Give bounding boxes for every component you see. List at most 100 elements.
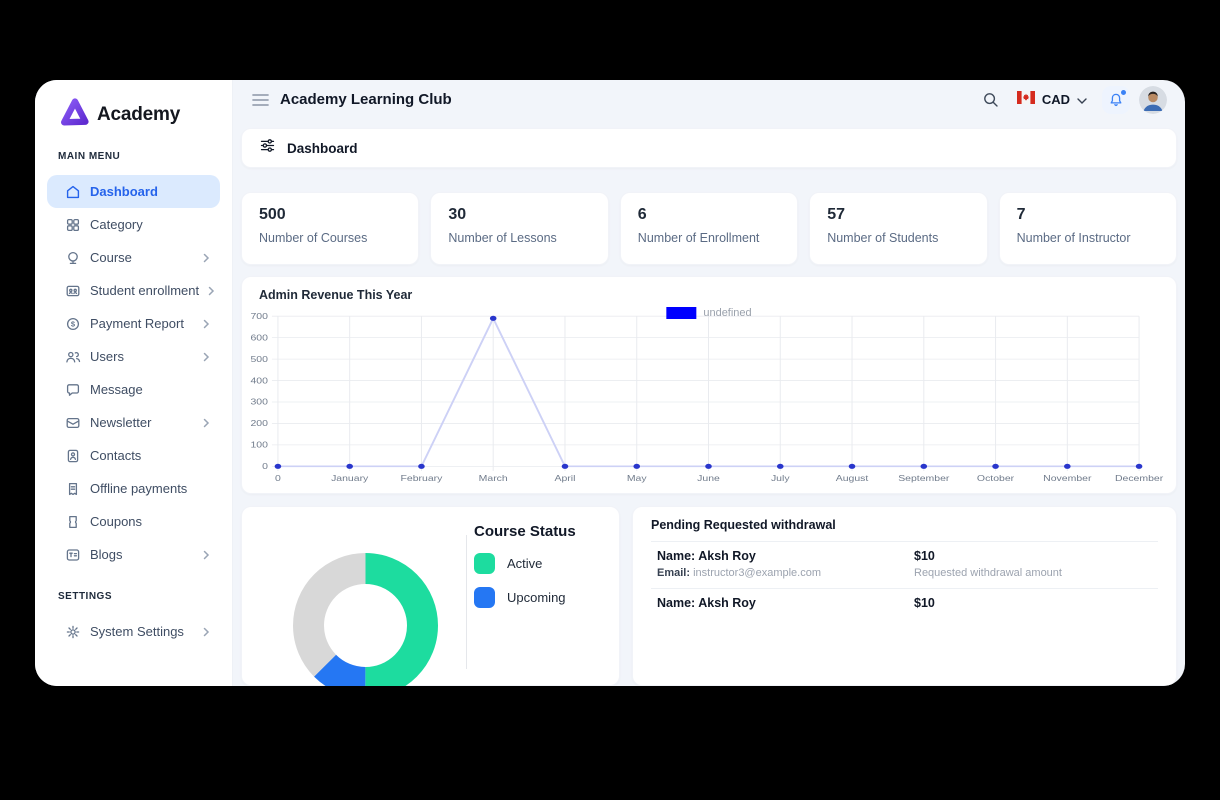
legend-label: undefined bbox=[703, 306, 752, 319]
chat-icon bbox=[65, 382, 81, 398]
svg-text:November: November bbox=[1043, 473, 1091, 483]
search-icon[interactable] bbox=[982, 91, 1000, 109]
svg-text:0: 0 bbox=[275, 473, 281, 483]
notification-badge bbox=[1121, 89, 1126, 95]
sidebar-item-label: Dashboard bbox=[90, 184, 158, 199]
sidebar-item-users[interactable]: Users bbox=[47, 340, 220, 373]
withdrawal-email: Email: instructor3@example.com bbox=[657, 567, 822, 579]
stat-card-students: 57 Number of Students bbox=[809, 191, 988, 265]
stat-label: Number of Students bbox=[827, 230, 939, 245]
course-status-title: Course Status bbox=[474, 523, 576, 540]
sidebar-item-label: Users bbox=[90, 349, 124, 364]
avatar[interactable] bbox=[1139, 85, 1167, 114]
revenue-chart-card: 0 100 200 300 400 500 600 700 0 January February Ma… bbox=[241, 275, 1177, 494]
grid-icon bbox=[65, 217, 81, 233]
svg-text:400: 400 bbox=[250, 375, 267, 385]
course-status-card: Course Status Active Upcoming bbox=[241, 506, 620, 686]
revenue-chart: 0 100 200 300 400 500 600 700 0 January February Ma… bbox=[250, 311, 1163, 483]
receipt-icon bbox=[65, 481, 81, 497]
course-icon bbox=[65, 250, 81, 266]
sidebar-item-blogs[interactable]: Blogs bbox=[47, 538, 220, 571]
stat-label: Number of Enrollment bbox=[637, 230, 760, 245]
svg-text:May: May bbox=[627, 473, 647, 483]
svg-text:September: September bbox=[898, 473, 949, 483]
ticket-icon bbox=[65, 514, 81, 530]
svg-text:700: 700 bbox=[250, 311, 267, 321]
chevron-right-icon bbox=[203, 253, 210, 263]
topbar: Academy Learning Club CAD bbox=[241, 80, 1177, 119]
chevron-right-icon bbox=[203, 627, 210, 637]
svg-text:March: March bbox=[479, 473, 508, 483]
withdrawal-name: Name: Aksh Roy bbox=[657, 596, 756, 610]
stats-row: 500 Number of Courses 30 Number of Lesso… bbox=[241, 191, 1177, 265]
sidebar-item-label: Newsletter bbox=[90, 415, 152, 430]
svg-text:July: July bbox=[771, 473, 790, 483]
chevron-right-icon bbox=[208, 286, 215, 296]
stat-card-enrollment: 6 Number of Enrollment bbox=[619, 191, 799, 265]
sidebar-item-label: Message bbox=[90, 382, 143, 397]
svg-text:600: 600 bbox=[250, 332, 267, 342]
mail-icon bbox=[65, 415, 81, 431]
svg-text:200: 200 bbox=[250, 418, 267, 428]
sidebar: Academy MAIN MENU Dashboard Category Cou… bbox=[35, 80, 233, 686]
notifications-button[interactable] bbox=[1102, 85, 1130, 114]
breadcrumb: Dashboard bbox=[241, 128, 1177, 168]
app-window: Academy MAIN MENU Dashboard Category Cou… bbox=[35, 80, 1185, 686]
contact-card-icon bbox=[65, 448, 81, 464]
bottom-row: Course Status Active Upcoming Pending Re… bbox=[241, 506, 1177, 686]
brand-name: Academy bbox=[97, 104, 181, 125]
hamburger-menu-icon[interactable] bbox=[252, 93, 269, 107]
dollar-circle-icon: $ bbox=[65, 316, 81, 332]
sidebar-item-label: Category bbox=[90, 217, 143, 232]
svg-text:April: April bbox=[555, 473, 576, 483]
sidebar-item-system-settings[interactable]: System Settings bbox=[47, 615, 220, 648]
filter-sliders-icon bbox=[259, 137, 276, 159]
canada-flag-icon bbox=[1016, 90, 1035, 109]
svg-text:October: October bbox=[977, 473, 1014, 483]
page-title: Academy Learning Club bbox=[280, 91, 452, 109]
withdrawal-note: Requested withdrawal amount bbox=[914, 567, 1062, 579]
withdrawal-name: Name: Aksh Roy bbox=[657, 549, 756, 563]
chevron-down-icon bbox=[1077, 91, 1087, 109]
users-icon bbox=[65, 349, 81, 365]
breadcrumb-label: Dashboard bbox=[287, 140, 358, 156]
bell-icon bbox=[1110, 93, 1122, 106]
sidebar-item-coupons[interactable]: Coupons bbox=[47, 505, 220, 538]
menu-section-label: SETTINGS bbox=[58, 591, 113, 602]
stat-value: 500 bbox=[259, 205, 286, 223]
sidebar-item-newsletter[interactable]: Newsletter bbox=[47, 406, 220, 439]
divider bbox=[466, 535, 467, 669]
stat-label: Number of Lessons bbox=[448, 230, 557, 245]
chevron-right-icon bbox=[203, 352, 210, 362]
sidebar-item-contacts[interactable]: Contacts bbox=[47, 439, 220, 472]
withdrawal-card: Pending Requested withdrawal Name: Aksh … bbox=[632, 506, 1177, 686]
sidebar-item-message[interactable]: Message bbox=[47, 373, 220, 406]
stat-label: Number of Courses bbox=[259, 230, 368, 245]
sidebar-item-dashboard[interactable]: Dashboard bbox=[47, 175, 220, 208]
svg-text:$: $ bbox=[71, 319, 76, 328]
legend-item-active: Active bbox=[474, 553, 576, 574]
sidebar-item-category[interactable]: Category bbox=[47, 208, 220, 241]
brand: Academy bbox=[35, 80, 232, 133]
svg-text:300: 300 bbox=[250, 396, 267, 406]
sidebar-item-payment-report[interactable]: $ Payment Report bbox=[47, 307, 220, 340]
stat-value: 7 bbox=[1016, 205, 1026, 223]
home-icon bbox=[65, 184, 81, 200]
sidebar-item-course[interactable]: Course bbox=[47, 241, 220, 274]
legend-label: Upcoming bbox=[507, 590, 566, 605]
sidebar-item-label: Payment Report bbox=[90, 316, 184, 331]
svg-text:June: June bbox=[697, 473, 720, 483]
stat-value: 30 bbox=[448, 205, 467, 223]
sidebar-item-offline-payments[interactable]: Offline payments bbox=[47, 472, 220, 505]
menu-section-label: MAIN MENU bbox=[58, 151, 121, 162]
gear-icon bbox=[65, 624, 81, 640]
sidebar-item-label: Offline payments bbox=[90, 481, 188, 496]
chart-legend[interactable]: undefined bbox=[666, 306, 752, 319]
sidebar-item-label: Contacts bbox=[90, 448, 142, 463]
legend-label: Active bbox=[507, 556, 543, 571]
sidebar-item-student-enrollment[interactable]: Student enrollment bbox=[47, 274, 220, 307]
chevron-right-icon bbox=[203, 418, 210, 428]
withdrawal-row: Name: Aksh Roy Email: instructor3@exampl… bbox=[651, 541, 1158, 588]
sidebar-item-label: System Settings bbox=[90, 624, 184, 639]
currency-selector[interactable]: CAD bbox=[1016, 90, 1087, 109]
